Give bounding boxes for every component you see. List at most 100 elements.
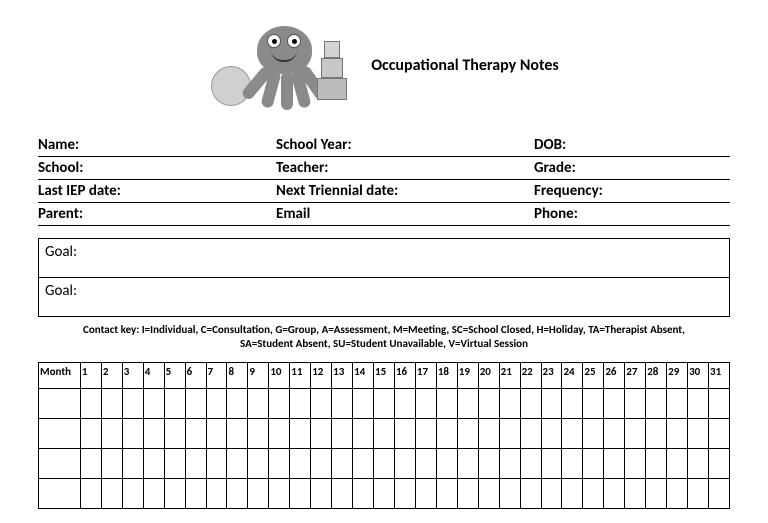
calendar-day-cell bbox=[478, 418, 499, 448]
calendar-day-cell bbox=[646, 448, 667, 478]
calendar-day-cell bbox=[709, 388, 730, 418]
dob-label: DOB: bbox=[534, 134, 730, 157]
calendar-day-cell bbox=[185, 478, 206, 508]
calendar-day-header: 8 bbox=[227, 362, 248, 388]
calendar-day-cell bbox=[688, 478, 709, 508]
calendar-day-cell bbox=[206, 478, 227, 508]
calendar-day-cell bbox=[520, 388, 541, 418]
calendar-day-cell bbox=[374, 388, 395, 418]
calendar-day-header: 30 bbox=[688, 362, 709, 388]
calendar-day-cell bbox=[520, 448, 541, 478]
calendar-day-cell bbox=[332, 448, 353, 478]
calendar-day-header: 15 bbox=[374, 362, 395, 388]
calendar-day-cell bbox=[625, 418, 646, 448]
teacher-label: Teacher: bbox=[276, 157, 534, 180]
calendar-day-cell bbox=[311, 448, 332, 478]
calendar-day-cell bbox=[646, 388, 667, 418]
calendar-day-header: 2 bbox=[101, 362, 122, 388]
calendar-day-cell bbox=[625, 388, 646, 418]
calendar-day-cell bbox=[415, 388, 436, 418]
calendar-day-cell bbox=[583, 418, 604, 448]
calendar-day-header: 31 bbox=[709, 362, 730, 388]
goals-box: Goal: Goal: bbox=[38, 238, 730, 317]
calendar-day-cell bbox=[311, 478, 332, 508]
calendar-day-cell bbox=[122, 388, 143, 418]
calendar-day-cell bbox=[583, 448, 604, 478]
calendar-row bbox=[39, 418, 730, 448]
email-label: Email bbox=[276, 203, 534, 226]
calendar-day-cell bbox=[269, 418, 290, 448]
calendar-day-cell bbox=[80, 388, 101, 418]
calendar-day-cell bbox=[80, 418, 101, 448]
calendar-day-cell bbox=[227, 388, 248, 418]
name-label: Name: bbox=[38, 134, 276, 157]
calendar-day-cell bbox=[436, 388, 457, 418]
calendar-day-header: 29 bbox=[667, 362, 688, 388]
calendar-day-header: 7 bbox=[206, 362, 227, 388]
next-triennial-label: Next Triennial date: bbox=[276, 180, 534, 203]
calendar-day-cell bbox=[374, 478, 395, 508]
calendar-day-cell bbox=[562, 388, 583, 418]
calendar-day-cell bbox=[541, 478, 562, 508]
contact-key-legend: Contact key: I=Individual, C=Consultatio… bbox=[38, 323, 730, 352]
grade-label: Grade: bbox=[534, 157, 730, 180]
calendar-header-row: Month12345678910111213141516171819202122… bbox=[39, 362, 730, 388]
calendar-day-cell bbox=[478, 448, 499, 478]
calendar-day-header: 21 bbox=[499, 362, 520, 388]
parent-label: Parent: bbox=[38, 203, 276, 226]
calendar-day-cell bbox=[457, 478, 478, 508]
calendar-day-cell bbox=[457, 418, 478, 448]
calendar-day-cell bbox=[625, 478, 646, 508]
calendar-day-cell bbox=[667, 418, 688, 448]
calendar-day-cell bbox=[353, 418, 374, 448]
calendar-day-cell bbox=[290, 478, 311, 508]
calendar-day-cell bbox=[646, 418, 667, 448]
calendar-day-cell bbox=[143, 388, 164, 418]
calendar-day-cell bbox=[604, 418, 625, 448]
calendar-day-cell bbox=[688, 448, 709, 478]
calendar-day-header: 19 bbox=[457, 362, 478, 388]
calendar-day-cell bbox=[164, 388, 185, 418]
calendar-day-cell bbox=[332, 478, 353, 508]
calendar-day-header: 25 bbox=[583, 362, 604, 388]
calendar-day-cell bbox=[457, 388, 478, 418]
calendar-day-cell bbox=[499, 478, 520, 508]
calendar-day-header: 10 bbox=[269, 362, 290, 388]
calendar-day-cell bbox=[248, 418, 269, 448]
calendar-day-cell bbox=[667, 388, 688, 418]
calendar-day-cell bbox=[688, 388, 709, 418]
school-year-label: School Year: bbox=[276, 134, 534, 157]
calendar-day-header: 4 bbox=[143, 362, 164, 388]
calendar-day-cell bbox=[101, 388, 122, 418]
calendar-day-cell bbox=[709, 418, 730, 448]
calendar-day-cell bbox=[206, 418, 227, 448]
calendar-day-header: 24 bbox=[562, 362, 583, 388]
calendar-day-cell bbox=[122, 448, 143, 478]
calendar-row bbox=[39, 478, 730, 508]
calendar-month-header: Month bbox=[39, 362, 81, 388]
calendar-day-cell bbox=[353, 388, 374, 418]
calendar-day-cell bbox=[311, 388, 332, 418]
calendar-day-header: 1 bbox=[80, 362, 101, 388]
calendar-day-cell bbox=[143, 478, 164, 508]
calendar-day-cell bbox=[101, 478, 122, 508]
calendar-day-cell bbox=[101, 418, 122, 448]
calendar-day-cell bbox=[499, 388, 520, 418]
calendar-month-cell bbox=[39, 418, 81, 448]
calendar-table: Month12345678910111213141516171819202122… bbox=[38, 362, 730, 509]
calendar-day-cell bbox=[415, 448, 436, 478]
calendar-day-cell bbox=[394, 418, 415, 448]
calendar-day-header: 5 bbox=[164, 362, 185, 388]
calendar-day-header: 11 bbox=[290, 362, 311, 388]
calendar-day-cell bbox=[269, 388, 290, 418]
calendar-row bbox=[39, 448, 730, 478]
calendar-day-cell bbox=[394, 448, 415, 478]
calendar-day-cell bbox=[541, 388, 562, 418]
goal-1: Goal: bbox=[39, 239, 729, 278]
page-title: Occupational Therapy Notes bbox=[371, 56, 559, 75]
calendar-day-cell bbox=[604, 388, 625, 418]
calendar-day-header: 3 bbox=[122, 362, 143, 388]
calendar-day-header: 20 bbox=[478, 362, 499, 388]
calendar-day-cell bbox=[415, 478, 436, 508]
calendar-day-header: 28 bbox=[646, 362, 667, 388]
